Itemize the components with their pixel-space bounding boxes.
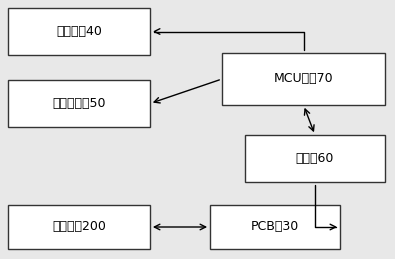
- Bar: [210, 205, 340, 249]
- Bar: [245, 135, 385, 182]
- Text: MCU模块70: MCU模块70: [274, 73, 333, 85]
- Text: PCB板30: PCB板30: [251, 220, 299, 234]
- Bar: [8, 205, 150, 249]
- Bar: [222, 53, 385, 105]
- Text: 激光发射器50: 激光发射器50: [52, 97, 106, 110]
- Bar: [8, 80, 150, 127]
- Bar: [8, 8, 150, 55]
- Text: 心率模组200: 心率模组200: [52, 220, 106, 234]
- Text: 上位机60: 上位机60: [296, 152, 334, 165]
- Text: 光接收器40: 光接收器40: [56, 25, 102, 38]
